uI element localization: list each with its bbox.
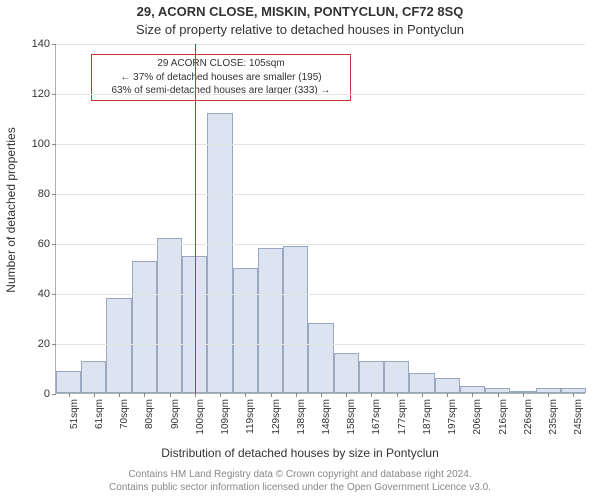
ytick-mark bbox=[52, 394, 56, 395]
xtick-label: 129sqm bbox=[271, 399, 282, 435]
bar bbox=[359, 361, 384, 394]
xtick-label: 148sqm bbox=[321, 399, 332, 435]
xtick-mark bbox=[447, 393, 448, 397]
xtick-mark bbox=[144, 393, 145, 397]
xtick-label: 61sqm bbox=[94, 399, 105, 429]
grid-line bbox=[56, 344, 585, 345]
ytick-label: 80 bbox=[38, 188, 50, 200]
xtick-label: 167sqm bbox=[371, 399, 382, 435]
bar bbox=[308, 323, 333, 393]
bar bbox=[106, 298, 131, 393]
grid-line bbox=[56, 294, 585, 295]
ytick-mark bbox=[52, 294, 56, 295]
bar bbox=[81, 361, 106, 394]
xtick-mark bbox=[245, 393, 246, 397]
xtick-mark bbox=[170, 393, 171, 397]
xtick-mark bbox=[472, 393, 473, 397]
xtick-mark bbox=[321, 393, 322, 397]
xtick-mark bbox=[371, 393, 372, 397]
chart-container: 29, ACORN CLOSE, MISKIN, PONTYCLUN, CF72… bbox=[0, 0, 600, 500]
ytick-label: 0 bbox=[44, 388, 50, 400]
grid-line bbox=[56, 44, 585, 45]
ytick-mark bbox=[52, 244, 56, 245]
ytick-label: 100 bbox=[32, 138, 50, 150]
y-axis-label: Number of detached properties bbox=[4, 0, 20, 420]
xtick-mark bbox=[422, 393, 423, 397]
xtick-label: 235sqm bbox=[548, 399, 559, 435]
ytick-label: 60 bbox=[38, 238, 50, 250]
xtick-label: 138sqm bbox=[296, 399, 307, 435]
xtick-mark bbox=[548, 393, 549, 397]
ytick-mark bbox=[52, 94, 56, 95]
xtick-mark bbox=[69, 393, 70, 397]
xtick-mark bbox=[220, 393, 221, 397]
bar bbox=[157, 238, 182, 393]
xtick-label: 158sqm bbox=[346, 399, 357, 435]
grid-line bbox=[56, 194, 585, 195]
footer-line-1: Contains HM Land Registry data © Crown c… bbox=[0, 468, 600, 481]
xtick-mark bbox=[346, 393, 347, 397]
footer-line-2: Contains public sector information licen… bbox=[0, 481, 600, 494]
chart-title-address: 29, ACORN CLOSE, MISKIN, PONTYCLUN, CF72… bbox=[0, 4, 600, 19]
xtick-label: 245sqm bbox=[573, 399, 584, 435]
xtick-label: 90sqm bbox=[170, 399, 181, 429]
bar bbox=[409, 373, 434, 393]
xtick-mark bbox=[523, 393, 524, 397]
grid-line bbox=[56, 94, 585, 95]
xtick-mark bbox=[271, 393, 272, 397]
bar bbox=[233, 268, 258, 393]
xtick-label: 226sqm bbox=[523, 399, 534, 435]
bar bbox=[207, 113, 232, 393]
chart-subtitle: Size of property relative to detached ho… bbox=[0, 22, 600, 37]
xtick-label: 100sqm bbox=[195, 399, 206, 435]
xtick-mark bbox=[397, 393, 398, 397]
x-axis-label: Distribution of detached houses by size … bbox=[0, 446, 600, 460]
ytick-label: 120 bbox=[32, 88, 50, 100]
xtick-mark bbox=[119, 393, 120, 397]
xtick-mark bbox=[296, 393, 297, 397]
annotation-line: ← 37% of detached houses are smaller (19… bbox=[98, 71, 344, 85]
ytick-label: 40 bbox=[38, 288, 50, 300]
ytick-mark bbox=[52, 344, 56, 345]
xtick-label: 51sqm bbox=[69, 399, 80, 429]
ytick-label: 140 bbox=[32, 38, 50, 50]
bar bbox=[258, 248, 283, 393]
xtick-label: 109sqm bbox=[220, 399, 231, 435]
bar bbox=[283, 246, 308, 394]
xtick-label: 80sqm bbox=[144, 399, 155, 429]
bar bbox=[460, 386, 485, 394]
xtick-label: 119sqm bbox=[245, 399, 256, 434]
annotation-line: 63% of semi-detached houses are larger (… bbox=[98, 84, 344, 98]
xtick-label: 177sqm bbox=[397, 399, 408, 435]
bar bbox=[384, 361, 409, 394]
annotation-line: 29 ACORN CLOSE: 105sqm bbox=[98, 57, 344, 71]
xtick-label: 197sqm bbox=[447, 399, 458, 435]
ytick-label: 20 bbox=[38, 338, 50, 350]
plot-area: 29 ACORN CLOSE: 105sqm← 37% of detached … bbox=[55, 44, 585, 394]
xtick-label: 206sqm bbox=[472, 399, 483, 435]
subject-marker-line bbox=[195, 44, 196, 393]
ytick-mark bbox=[52, 194, 56, 195]
ytick-mark bbox=[52, 44, 56, 45]
bar bbox=[334, 353, 359, 393]
grid-line bbox=[56, 244, 585, 245]
xtick-mark bbox=[94, 393, 95, 397]
grid-line bbox=[56, 144, 585, 145]
xtick-mark bbox=[498, 393, 499, 397]
xtick-label: 70sqm bbox=[119, 399, 130, 429]
xtick-label: 187sqm bbox=[422, 399, 433, 435]
ytick-mark bbox=[52, 144, 56, 145]
xtick-label: 216sqm bbox=[498, 399, 509, 435]
xtick-mark bbox=[195, 393, 196, 397]
attribution-footer: Contains HM Land Registry data © Crown c… bbox=[0, 468, 600, 494]
bar bbox=[132, 261, 157, 394]
bar bbox=[435, 378, 460, 393]
xtick-mark bbox=[573, 393, 574, 397]
bar bbox=[56, 371, 81, 394]
